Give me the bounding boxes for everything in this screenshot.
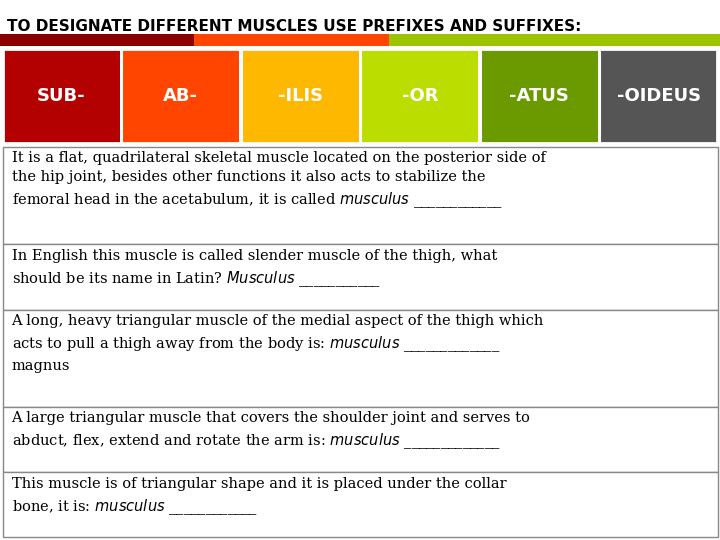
Bar <box>3 49 120 143</box>
Bar <box>3 147 718 245</box>
Bar <box>3 49 717 143</box>
Bar <box>3 472 718 537</box>
Text: This muscle is of triangular shape and it is placed under the collar
bone, it is: This muscle is of triangular shape and i… <box>12 476 506 517</box>
Text: AB-: AB- <box>163 87 198 105</box>
Text: -OIDEUS: -OIDEUS <box>617 87 701 105</box>
Bar <box>194 34 389 46</box>
Text: -ILIS: -ILIS <box>278 87 323 105</box>
Text: SUB-: SUB- <box>37 87 86 105</box>
Text: A large triangular muscle that covers the shoulder joint and serves to
abduct, f: A large triangular muscle that covers th… <box>12 411 531 451</box>
Text: TO DESIGNATE DIFFERENT MUSCLES USE PREFIXES AND SUFFIXES:: TO DESIGNATE DIFFERENT MUSCLES USE PREFI… <box>7 19 582 34</box>
Text: In English this muscle is called slender muscle of the thigh, what
should be its: In English this muscle is called slender… <box>12 249 497 289</box>
Text: A long, heavy triangular muscle of the medial aspect of the thigh which
acts to : A long, heavy triangular muscle of the m… <box>12 314 544 373</box>
Bar <box>361 49 478 143</box>
Bar <box>481 49 598 143</box>
Bar <box>389 34 720 46</box>
Bar <box>3 407 718 472</box>
Bar <box>3 245 718 309</box>
Text: -ATUS: -ATUS <box>509 87 570 105</box>
Bar <box>600 49 717 143</box>
Bar <box>122 49 239 143</box>
Text: -OR: -OR <box>402 87 438 105</box>
Bar <box>0 34 194 46</box>
Bar <box>3 309 718 407</box>
Bar <box>242 49 359 143</box>
Text: It is a flat, quadrilateral skeletal muscle located on the posterior side of
the: It is a flat, quadrilateral skeletal mus… <box>12 151 545 210</box>
